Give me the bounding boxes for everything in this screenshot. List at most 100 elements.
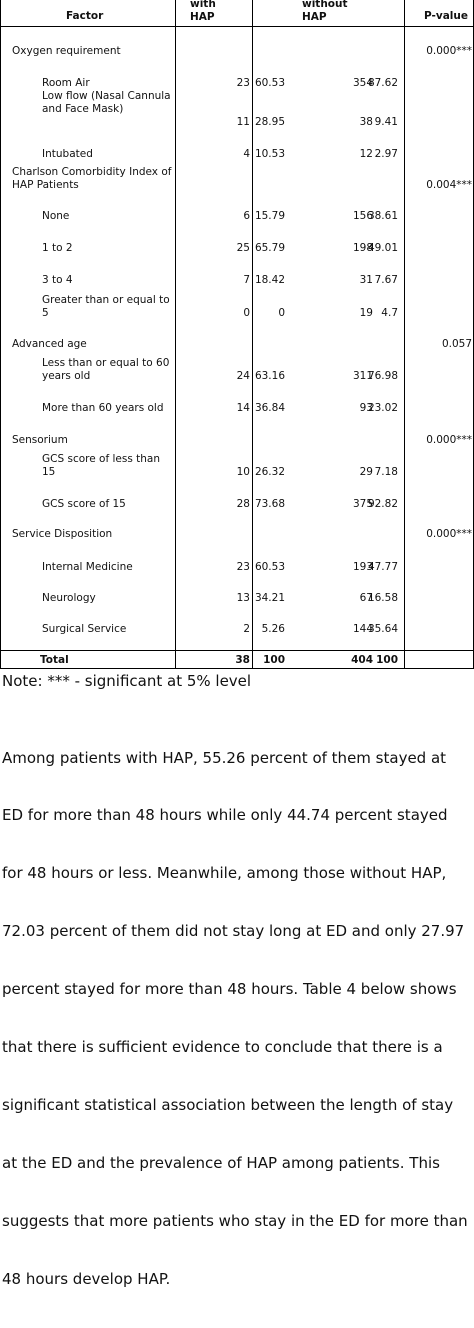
without-hap-count: 29 — [359, 466, 373, 478]
without-hap-count: 67 — [359, 592, 373, 604]
header-factor: Factor — [66, 10, 104, 22]
table-bottom-rule — [0, 668, 474, 669]
column-divider — [404, 0, 405, 668]
without-hap-percent: 4.7 — [381, 307, 398, 319]
header-pvalue: P-value — [424, 10, 468, 22]
without-hap-count: 311 — [352, 370, 373, 382]
group-label: Oxygen requirement — [12, 45, 121, 57]
with-hap-count: 11 — [236, 116, 250, 128]
row-label: More than 60 years old — [42, 402, 164, 414]
row-label: Neurology — [42, 592, 96, 604]
without-hap-percent: 7.18 — [374, 466, 398, 478]
row-label: Intubated — [42, 148, 93, 160]
without-hap-percent: 2.97 — [374, 148, 398, 160]
p-value: 0.000*** — [426, 434, 472, 446]
row-label: Greater than or equal to 5 — [42, 294, 170, 319]
paragraph-line: 48 hours develop HAP. — [2, 1269, 171, 1288]
with-hap-percent: 60.53 — [254, 77, 285, 89]
with-hap-percent: 5.26 — [261, 623, 285, 635]
without-hap-count: 144 — [352, 623, 373, 635]
with-hap-percent: 34.21 — [254, 592, 285, 604]
without-hap-count: 93 — [359, 402, 373, 414]
row-label: Less than or equal to 60 years old — [42, 357, 170, 382]
without-hap-percent: 87.62 — [367, 77, 398, 89]
document-page: Factor with HAP without HAP P-value Oxyg… — [0, 0, 474, 1288]
paragraph-line: 72.03 percent of them did not stay long … — [2, 922, 465, 941]
row-label: 1 to 2 — [42, 242, 73, 254]
row-label: GCS score of less than 15 — [42, 453, 160, 478]
body-paragraph: Among patients with HAP, 55.26 percent o… — [2, 710, 474, 1328]
without-hap-percent: 76.98 — [367, 370, 398, 382]
with-hap-count: 2 — [243, 623, 250, 635]
without-hap-count: 198 — [352, 242, 373, 254]
row-label: Internal Medicine — [42, 561, 133, 573]
p-value: 0.004*** — [426, 179, 472, 191]
without-hap-count: 31 — [359, 274, 373, 286]
with-hap-percent: 15.79 — [254, 210, 285, 222]
without-hap-percent: 16.58 — [367, 592, 398, 604]
without-hap-count: 375 — [352, 498, 373, 510]
row-label: Room Air — [42, 77, 90, 89]
with-hap-count: 24 — [236, 370, 250, 382]
without-hap-percent: 38.61 — [367, 210, 398, 222]
paragraph-line: for 48 hours or less. Meanwhile, among t… — [2, 864, 447, 883]
total-label: Total — [40, 654, 69, 666]
with-hap-percent: 73.68 — [254, 498, 285, 510]
with-hap-percent: 26.32 — [254, 466, 285, 478]
with-hap-percent: 28.95 — [254, 116, 285, 128]
without-hap-percent: 7.67 — [374, 274, 398, 286]
group-label: Advanced age — [12, 338, 87, 350]
p-value: 0.057 — [441, 338, 472, 350]
total-without-n: 404 — [351, 654, 373, 666]
row-label: 3 to 4 — [42, 274, 73, 286]
header-rule — [0, 26, 474, 27]
with-hap-percent: 36.84 — [254, 402, 285, 414]
column-divider — [252, 0, 253, 668]
paragraph-line: ED for more than 48 hours while only 44.… — [2, 806, 448, 825]
with-hap-count: 10 — [236, 466, 250, 478]
paragraph-line: significant statistical association betw… — [2, 1095, 454, 1114]
without-hap-percent: 23.02 — [367, 402, 398, 414]
with-hap-percent: 10.53 — [254, 148, 285, 160]
row-label: GCS score of 15 — [42, 498, 126, 510]
with-hap-percent: 18.42 — [254, 274, 285, 286]
paragraph-line: suggests that more patients who stay in … — [2, 1211, 468, 1230]
header-without-hap: without HAP — [302, 0, 348, 23]
header-with-hap: with HAP — [190, 0, 216, 23]
total-without-pct: 100 — [376, 654, 398, 666]
without-hap-count: 19 — [359, 307, 373, 319]
without-hap-percent: 47.77 — [367, 561, 398, 573]
with-hap-count: 23 — [236, 561, 250, 573]
with-hap-count: 0 — [243, 307, 250, 319]
with-hap-count: 7 — [243, 274, 250, 286]
row-label: Low flow (Nasal Cannula and Face Mask) — [42, 90, 171, 115]
without-hap-count: 354 — [352, 77, 373, 89]
with-hap-percent: 0 — [278, 307, 285, 319]
table-border-left — [0, 0, 1, 668]
group-label: Charlson Comorbidity Index of HAP Patien… — [12, 166, 172, 191]
without-hap-percent: 35.64 — [367, 623, 398, 635]
with-hap-count: 13 — [236, 592, 250, 604]
with-hap-count: 14 — [236, 402, 250, 414]
paragraph-line: that there is sufficient evidence to con… — [2, 1038, 443, 1057]
paragraph-line: Among patients with HAP, 55.26 percent o… — [2, 748, 447, 767]
row-label: Surgical Service — [42, 623, 127, 635]
total-with-n: 38 — [235, 654, 250, 666]
with-hap-count: 4 — [243, 148, 250, 160]
p-value: 0.000*** — [426, 45, 472, 57]
with-hap-count: 6 — [243, 210, 250, 222]
with-hap-count: 23 — [236, 77, 250, 89]
total-with-pct: 100 — [263, 654, 285, 666]
without-hap-percent: 92.82 — [367, 498, 398, 510]
with-hap-percent: 63.16 — [254, 370, 285, 382]
without-hap-count: 12 — [359, 148, 373, 160]
without-hap-count: 193 — [352, 561, 373, 573]
with-hap-count: 25 — [236, 242, 250, 254]
without-hap-count: 156 — [352, 210, 373, 222]
row-label: None — [42, 210, 70, 222]
with-hap-percent: 65.79 — [254, 242, 285, 254]
without-hap-percent: 9.41 — [374, 116, 398, 128]
column-divider — [175, 0, 176, 668]
table-note: Note: *** - significant at 5% level — [2, 672, 252, 690]
paragraph-line: percent stayed for more than 48 hours. T… — [2, 980, 457, 999]
